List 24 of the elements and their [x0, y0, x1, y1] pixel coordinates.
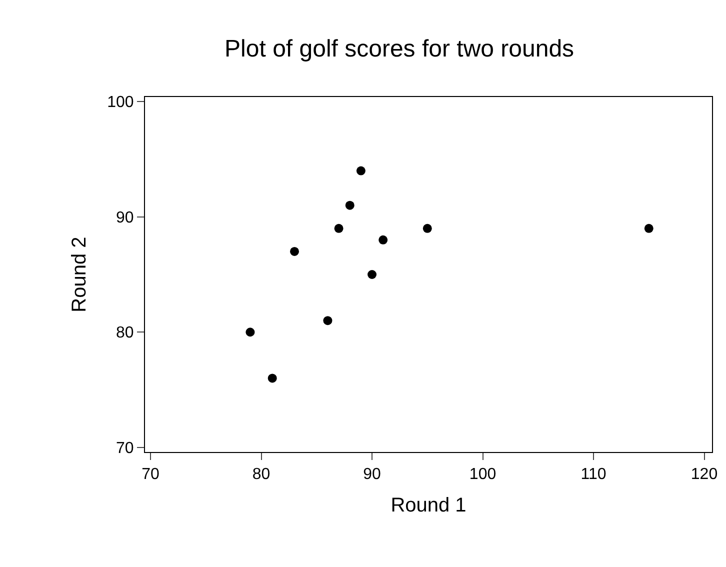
x-axis-title: Round 1: [390, 494, 466, 517]
point: [268, 374, 277, 383]
y-tick-label: 90: [116, 209, 134, 226]
x-tick-label: 110: [580, 466, 606, 484]
y-tick-label: 80: [116, 324, 134, 342]
x-tick-label: 100: [469, 466, 496, 484]
y-tick-label: 70: [116, 440, 134, 457]
point: [422, 224, 432, 233]
point: [290, 246, 299, 256]
point: [323, 316, 332, 326]
point: [368, 270, 377, 279]
x-tick-label: 80: [252, 466, 270, 484]
x-tick-label: 120: [690, 466, 718, 484]
y-axis-title: Round 2: [68, 236, 91, 312]
point: [345, 200, 354, 210]
y-tick-label: 100: [107, 94, 134, 112]
point: [356, 166, 366, 176]
chart-title: Plot of golf scores for two rounds: [224, 35, 574, 62]
x-tick-label: 70: [142, 466, 160, 484]
point: [644, 224, 654, 233]
point: [334, 224, 344, 233]
point: [246, 328, 255, 337]
x-tick-label: 90: [363, 466, 382, 484]
point: [378, 235, 388, 244]
